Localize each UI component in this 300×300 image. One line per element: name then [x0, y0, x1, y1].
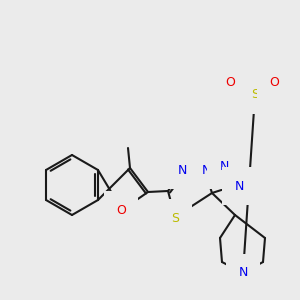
Text: N: N [219, 160, 229, 173]
Text: O: O [116, 203, 126, 217]
Text: N: N [177, 164, 187, 176]
Text: O: O [269, 76, 279, 88]
Text: N: N [238, 266, 248, 280]
Text: O: O [225, 76, 235, 88]
Text: S: S [251, 88, 259, 101]
Text: N: N [201, 164, 211, 176]
Text: N: N [234, 179, 244, 193]
Text: S: S [171, 212, 179, 224]
